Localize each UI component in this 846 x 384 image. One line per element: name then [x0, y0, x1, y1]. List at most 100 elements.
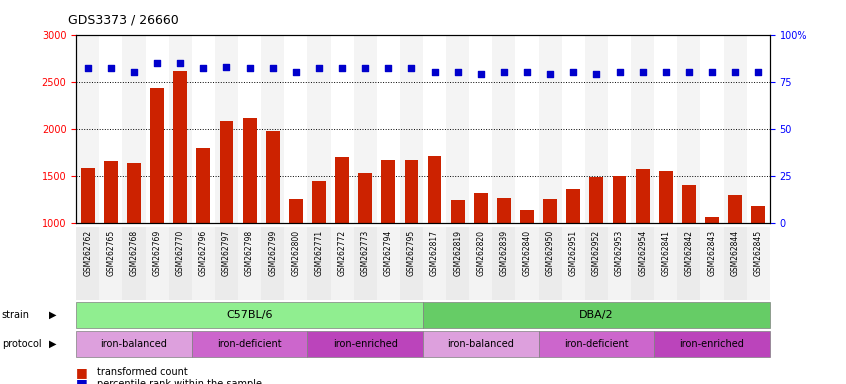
Text: GSM262843: GSM262843	[707, 230, 717, 276]
Text: protocol: protocol	[2, 339, 41, 349]
Bar	[173, 71, 187, 223]
Text: GSM262954: GSM262954	[638, 230, 647, 276]
Bar	[539, 227, 562, 300]
Bar	[562, 35, 585, 223]
Bar	[543, 199, 558, 223]
Bar	[446, 35, 470, 223]
Text: GSM262839: GSM262839	[499, 230, 508, 276]
Bar	[520, 210, 534, 223]
Bar	[307, 35, 331, 223]
Bar	[331, 35, 354, 223]
Text: GSM262762: GSM262762	[83, 230, 92, 276]
Bar	[400, 35, 423, 223]
Point	[81, 65, 95, 71]
Bar	[219, 121, 233, 223]
Bar	[613, 176, 627, 223]
Bar	[284, 227, 307, 300]
Text: iron-deficient: iron-deficient	[564, 339, 629, 349]
Point	[474, 71, 487, 77]
Point	[312, 65, 326, 71]
Text: iron-deficient: iron-deficient	[217, 339, 282, 349]
Bar	[238, 227, 261, 300]
Text: GSM262769: GSM262769	[152, 230, 162, 276]
Bar	[150, 88, 164, 223]
Bar	[451, 200, 464, 223]
Bar	[723, 35, 747, 223]
Bar	[284, 35, 307, 223]
Point	[335, 65, 349, 71]
Text: GSM262953: GSM262953	[615, 230, 624, 276]
Point	[151, 60, 164, 66]
Bar	[539, 35, 562, 223]
Point	[173, 60, 187, 66]
Bar	[127, 162, 141, 223]
Bar	[307, 227, 331, 300]
Text: GDS3373 / 26660: GDS3373 / 26660	[68, 14, 179, 27]
Point	[543, 71, 557, 77]
Bar	[215, 35, 238, 223]
Point	[220, 63, 233, 70]
Bar	[238, 35, 261, 223]
Bar	[192, 35, 215, 223]
Bar	[728, 195, 742, 223]
Bar	[678, 227, 700, 300]
Bar	[146, 35, 168, 223]
Bar	[80, 168, 95, 223]
Text: ▶: ▶	[49, 339, 56, 349]
Point	[590, 71, 603, 77]
Bar	[659, 171, 673, 223]
Bar	[376, 227, 400, 300]
Text: GSM262799: GSM262799	[268, 230, 277, 276]
Bar	[243, 118, 256, 223]
Text: GSM262768: GSM262768	[129, 230, 139, 276]
Bar	[492, 227, 515, 300]
Point	[706, 69, 719, 75]
Bar	[585, 227, 608, 300]
Bar	[705, 217, 719, 223]
Text: iron-balanced: iron-balanced	[448, 339, 514, 349]
Bar	[470, 35, 492, 223]
Text: GSM262840: GSM262840	[523, 230, 531, 276]
Bar	[682, 185, 696, 223]
Bar	[354, 227, 376, 300]
Bar	[168, 35, 192, 223]
Text: GSM262842: GSM262842	[684, 230, 694, 276]
Text: percentile rank within the sample: percentile rank within the sample	[97, 379, 262, 384]
Text: GSM262796: GSM262796	[199, 230, 208, 276]
Bar	[590, 177, 603, 223]
Text: iron-balanced: iron-balanced	[101, 339, 168, 349]
Bar	[585, 35, 608, 223]
Bar	[608, 35, 631, 223]
Bar	[608, 227, 631, 300]
Bar	[146, 227, 168, 300]
Bar	[123, 227, 146, 300]
Bar	[404, 160, 419, 223]
Bar	[99, 227, 123, 300]
Bar	[196, 148, 211, 223]
Bar	[104, 161, 118, 223]
Bar	[123, 35, 146, 223]
Text: GSM262794: GSM262794	[384, 230, 393, 276]
Bar	[747, 35, 770, 223]
Bar	[76, 227, 99, 300]
Text: iron-enriched: iron-enriched	[679, 339, 744, 349]
Bar	[400, 227, 423, 300]
Bar	[723, 227, 747, 300]
Bar	[312, 181, 326, 223]
Point	[428, 69, 442, 75]
Text: GSM262772: GSM262772	[338, 230, 347, 276]
Bar	[382, 160, 395, 223]
Bar	[700, 35, 723, 223]
Text: iron-enriched: iron-enriched	[332, 339, 398, 349]
Bar	[261, 35, 284, 223]
Text: GSM262951: GSM262951	[569, 230, 578, 276]
Bar	[631, 35, 654, 223]
Bar	[266, 131, 280, 223]
Text: GSM262845: GSM262845	[754, 230, 763, 276]
Bar	[99, 35, 123, 223]
Point	[382, 65, 395, 71]
Point	[567, 69, 580, 75]
Text: GSM262819: GSM262819	[453, 230, 462, 276]
Bar	[515, 35, 539, 223]
Bar	[654, 35, 678, 223]
